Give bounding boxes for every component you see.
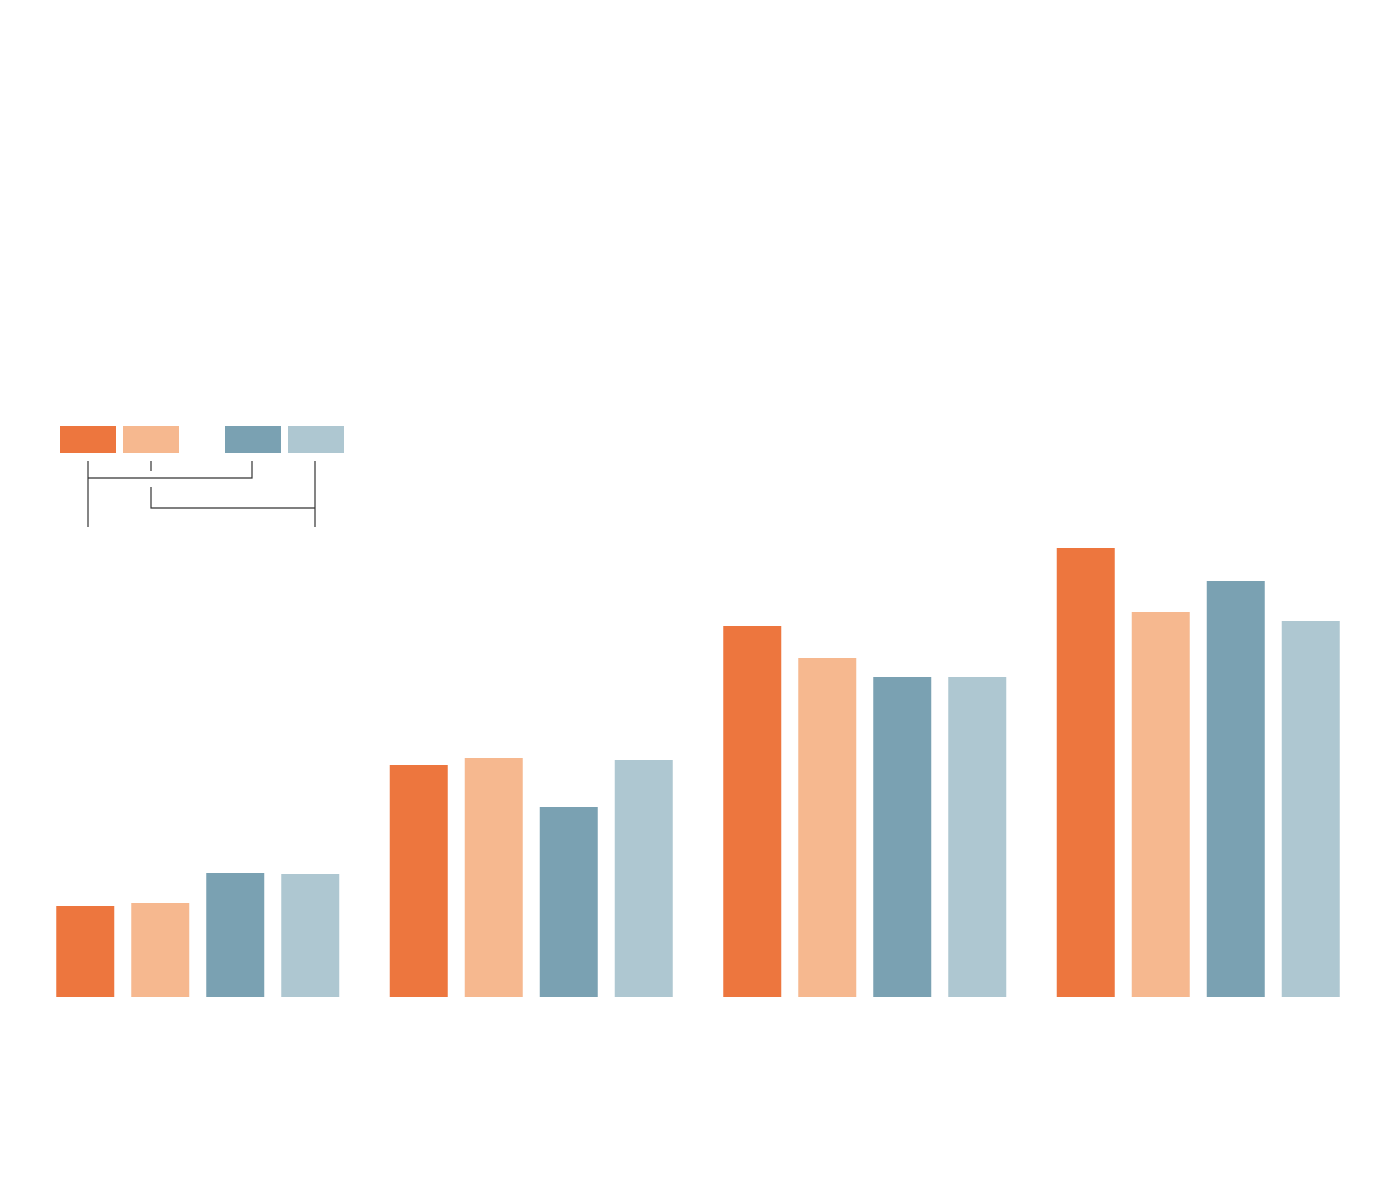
bracket-line (150, 487, 315, 509)
legend-brackets (87, 461, 316, 527)
legend-swatch (288, 426, 344, 453)
bracket-line (88, 461, 253, 479)
bar (56, 906, 115, 997)
legend-swatch (225, 426, 281, 453)
bar (206, 873, 265, 997)
bar (131, 903, 190, 997)
bar (464, 758, 523, 997)
bar (1056, 548, 1115, 997)
bar (723, 626, 782, 997)
legend-swatch (123, 426, 179, 453)
bar (614, 760, 673, 997)
bar (281, 874, 340, 997)
bar (873, 677, 932, 997)
bar (389, 765, 448, 997)
bar (1281, 621, 1340, 997)
legend-swatch (60, 426, 116, 453)
bar (1206, 581, 1265, 997)
bar (798, 658, 857, 997)
bar (539, 807, 598, 997)
bar (948, 677, 1007, 997)
bar (1131, 612, 1190, 997)
